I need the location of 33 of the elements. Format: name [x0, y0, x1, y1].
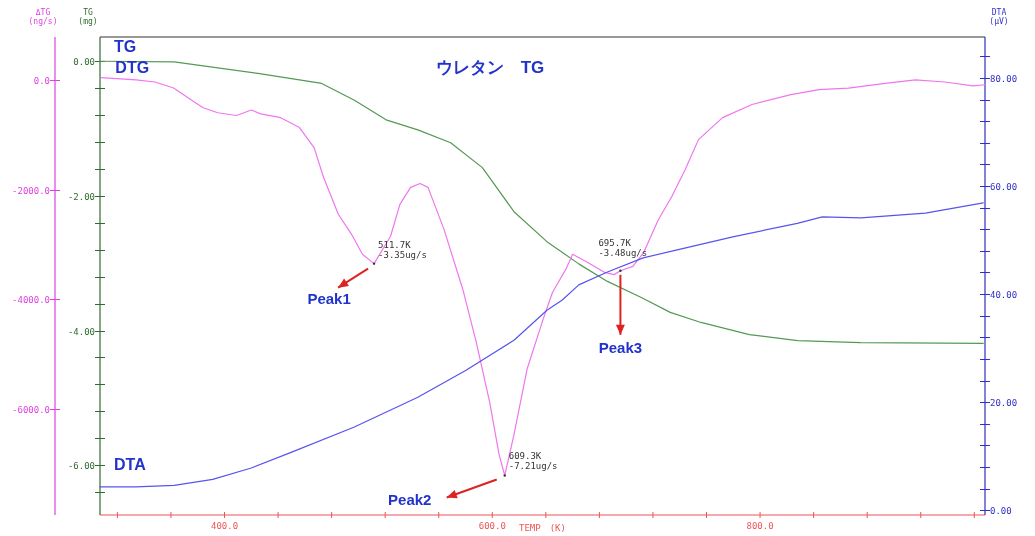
- x-tick-label: 800.0: [746, 521, 774, 531]
- y-tick-label: 0.0: [33, 75, 50, 86]
- annotation: Peak1: [307, 289, 351, 307]
- y3-tick-label: -2.00: [67, 191, 95, 202]
- x-tick-label: 600.0: [478, 521, 506, 531]
- y-tick-label: -6000.0: [12, 404, 50, 415]
- annotation: 609.3K -7.21ug/s: [508, 451, 558, 472]
- y3-tick-label: -4.00: [67, 326, 95, 337]
- text: ウレタン TG: [435, 58, 545, 77]
- y2-tick-label: 20.00: [990, 397, 1018, 408]
- x-tick-label: 400.0: [210, 521, 239, 531]
- y3-tick-label: 0.00: [73, 56, 95, 67]
- y2-tick-label: 60.00: [990, 181, 1018, 192]
- y3-tick-label: -6.00: [67, 460, 95, 471]
- y2-tick-label: 0.00: [990, 505, 1012, 516]
- line-series: [99, 60, 984, 344]
- line-series: [99, 202, 984, 488]
- series-label: TG: [114, 38, 137, 56]
- annotation: 511.7K -3.35ug/s: [378, 239, 427, 260]
- annotation: Peak3: [598, 338, 643, 356]
- x-axis-title: TEMP (K): [519, 523, 566, 533]
- y-tick-label: -2000.0: [12, 185, 50, 196]
- y2-tick-label: 80.00: [990, 73, 1018, 84]
- series-label: DTA: [114, 455, 147, 473]
- y-axis-title: ΔTG (ng/s): [28, 8, 58, 26]
- series-label: DTG: [115, 58, 150, 76]
- annotation: 695.7K -3.48ug/s: [598, 237, 648, 258]
- y2-tick-label: 40.00: [990, 289, 1018, 300]
- y3-axis-title: TG (mg): [78, 8, 98, 26]
- y-tick-label: -4000.0: [12, 294, 50, 305]
- annotation: Peak2: [388, 491, 432, 509]
- line-series: [100, 77, 986, 477]
- y2-axis-title: DTA (µV): [989, 8, 1009, 26]
